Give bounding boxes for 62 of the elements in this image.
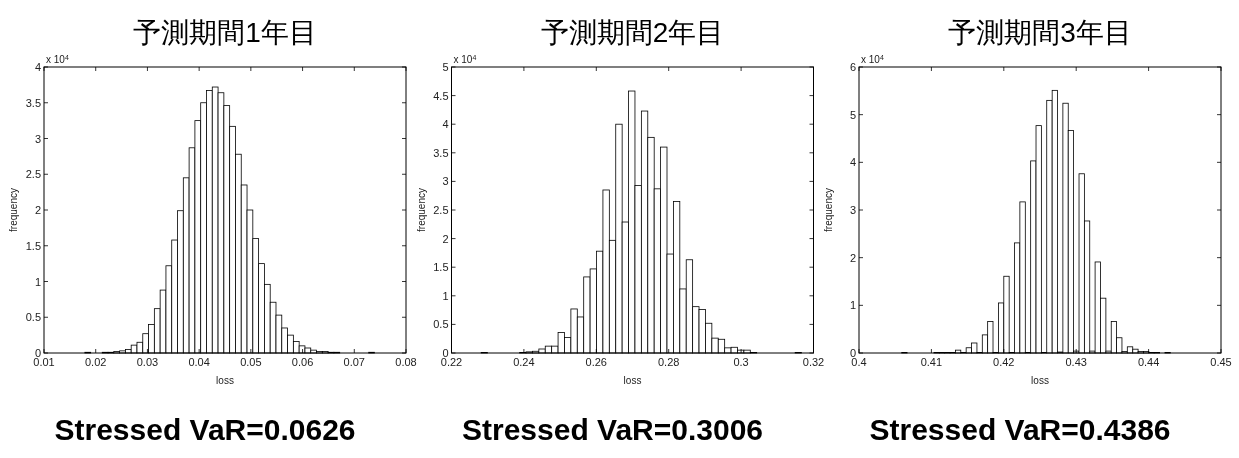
x-tick-label: 0.4: [851, 356, 867, 368]
y-tick-label: 1: [34, 275, 41, 288]
x-tick-label: 0.01: [33, 356, 55, 368]
text: x 10$^{4}$: [46, 53, 69, 65]
x-tick-label: 0.24: [513, 356, 535, 368]
text: x 10$^{4}$: [453, 53, 477, 65]
y-tick-label: 0: [442, 347, 449, 359]
y-tick-label: 2: [34, 204, 41, 216]
x-tick-label: 0.07: [343, 356, 365, 368]
y-axis-title: frequency: [415, 188, 427, 232]
x-axis-title: loss: [216, 375, 234, 386]
y-tick-label: 4: [34, 61, 41, 73]
x-tick-label: 0.45: [1210, 356, 1232, 368]
text: Stressed VaR=0.3006: [461, 413, 764, 446]
y-tick-label: 3.5: [25, 96, 41, 109]
x-axis-title: loss: [623, 375, 642, 386]
y-tick-label: 3: [442, 175, 449, 188]
x-tick-label: 0.08: [395, 356, 417, 368]
y-tick-label: 0.5: [433, 318, 449, 331]
y-axis-title: frequency: [8, 188, 19, 232]
chart-title: 予測期間1年目: [133, 17, 317, 48]
x-tick-label: 0.04: [188, 356, 210, 368]
x-tick-label: 0.05: [240, 356, 262, 368]
y-tick-label: 2.5: [433, 204, 449, 216]
x-tick-label: 0.03: [136, 356, 159, 368]
text: Stressed VaR=0.0626: [54, 413, 356, 446]
y-tick-label: 4: [849, 156, 856, 169]
y-tick-label: 0.5: [25, 311, 41, 324]
y-axis-title: frequency: [823, 188, 834, 232]
y-tick-label: 2.5: [25, 168, 41, 181]
x-tick-label: 0.32: [802, 356, 825, 368]
x-tick-label: 0.44: [1137, 356, 1160, 368]
y-tick-label: 3: [34, 132, 41, 145]
x-tick-label: 0.3: [733, 356, 749, 368]
y-tick-label: 5: [442, 61, 449, 73]
y-tick-label: 1: [442, 289, 449, 302]
y-tick-label: 0: [34, 347, 41, 359]
y-tick-label: 5: [849, 108, 856, 121]
text: Stressed VaR=0.4386: [869, 413, 1171, 446]
y-tick-label: 3: [849, 204, 856, 216]
y-tick-label: 2: [442, 232, 449, 245]
y-tick-label: 4.5: [433, 89, 449, 102]
x-tick-label: 0.26: [585, 356, 608, 368]
y-tick-label: 3.5: [433, 146, 449, 159]
y-tick-label: 1.5: [433, 261, 449, 274]
x-tick-label: 0.28: [657, 356, 680, 368]
chart-title: 予測期間2年目: [540, 17, 725, 48]
x-tick-label: 0.42: [993, 356, 1015, 368]
y-tick-label: 1.5: [25, 239, 41, 252]
y-tick-label: 4: [442, 118, 449, 131]
chart-title: 予測期間3年目: [948, 17, 1132, 48]
x-tick-label: 0.43: [1065, 356, 1087, 368]
x-tick-label: 0.06: [291, 356, 314, 368]
x-tick-label: 0.02: [85, 356, 107, 368]
y-tick-label: 2: [849, 251, 856, 264]
y-tick-label: 0: [849, 347, 856, 359]
text: x 10$^{4}$: [861, 53, 884, 65]
y-tick-label: 1: [849, 299, 856, 312]
x-axis-title: loss: [1031, 375, 1049, 386]
y-tick-label: 6: [849, 61, 856, 73]
x-tick-label: 0.41: [920, 356, 943, 368]
x-tick-label: 0.22: [440, 356, 463, 368]
